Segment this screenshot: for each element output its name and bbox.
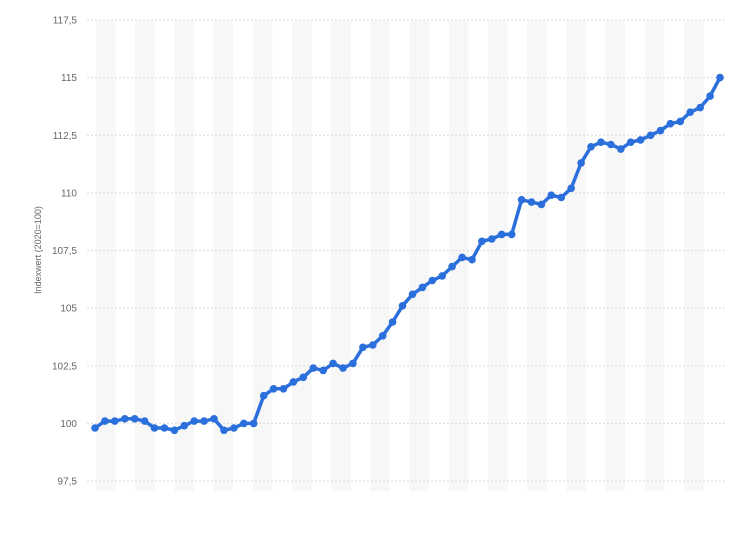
data-point[interactable] <box>398 302 407 310</box>
gridlines <box>87 19 727 482</box>
data-point[interactable] <box>388 318 397 326</box>
y-tick-label: 110 <box>61 188 77 199</box>
data-point[interactable] <box>299 373 308 382</box>
data-point[interactable] <box>249 419 258 428</box>
data-point[interactable] <box>686 108 694 116</box>
data-point[interactable] <box>259 391 268 400</box>
data-point[interactable] <box>418 283 427 292</box>
data-point[interactable] <box>448 262 456 271</box>
data-point[interactable] <box>121 415 129 423</box>
background-band <box>292 20 312 491</box>
data-point[interactable] <box>359 343 367 352</box>
y-tick-label: 107,5 <box>52 246 77 257</box>
data-point[interactable] <box>656 126 665 135</box>
series-line <box>93 75 722 433</box>
data-point[interactable] <box>497 230 506 239</box>
data-point[interactable] <box>170 426 179 435</box>
data-point[interactable] <box>269 385 278 393</box>
data-point[interactable] <box>527 198 536 206</box>
background-band <box>213 20 234 491</box>
data-point[interactable] <box>617 145 625 153</box>
background-band <box>252 20 273 491</box>
background-band <box>527 20 547 491</box>
data-point[interactable] <box>339 364 347 372</box>
data-point[interactable] <box>587 143 595 151</box>
background-band <box>96 20 116 491</box>
data-point[interactable] <box>636 136 645 144</box>
data-point[interactable] <box>696 103 704 112</box>
data-point[interactable] <box>666 119 675 128</box>
data-point[interactable] <box>240 419 248 428</box>
data-point[interactable] <box>279 385 288 393</box>
data-point[interactable] <box>101 417 109 425</box>
data-point[interactable] <box>289 378 298 386</box>
data-point[interactable] <box>319 366 328 375</box>
data-point[interactable] <box>190 417 198 425</box>
background-band <box>174 20 194 491</box>
data-point[interactable] <box>626 138 635 146</box>
background-band <box>135 20 155 491</box>
y-tick-label: 115 <box>61 73 77 84</box>
background-band <box>684 20 704 491</box>
background-band <box>331 20 351 491</box>
background-band <box>644 20 665 491</box>
data-point[interactable] <box>468 255 476 264</box>
data-point[interactable] <box>428 276 437 285</box>
data-point[interactable] <box>478 237 486 246</box>
data-point[interactable] <box>210 415 218 423</box>
background-band <box>566 20 586 491</box>
data-point[interactable] <box>557 193 566 202</box>
data-point[interactable] <box>507 230 516 239</box>
data-point[interactable] <box>408 290 417 299</box>
data-point[interactable] <box>369 341 377 349</box>
background-band <box>448 20 469 491</box>
series-group <box>91 73 724 435</box>
data-point[interactable] <box>547 191 556 199</box>
data-point[interactable] <box>597 138 605 146</box>
data-point[interactable] <box>567 184 575 193</box>
y-axis-label: Indexwert (2020=100) <box>33 206 43 294</box>
data-point[interactable] <box>160 424 169 432</box>
y-tick-label: 102,5 <box>52 361 77 372</box>
data-point[interactable] <box>646 131 655 140</box>
y-axis-ticks: 97,5 100 102,5 105 107,5 110 112,5 115 117,5 <box>52 16 77 488</box>
y-tick-label: 105 <box>60 304 77 315</box>
data-point[interactable] <box>91 424 99 432</box>
data-point[interactable] <box>200 417 208 425</box>
data-point[interactable] <box>607 140 615 149</box>
data-point[interactable] <box>140 417 149 425</box>
data-point[interactable] <box>378 332 387 340</box>
background-bands <box>96 20 704 491</box>
data-point[interactable] <box>329 359 337 368</box>
data-point[interactable] <box>130 415 139 423</box>
data-point[interactable] <box>220 426 228 435</box>
background-band <box>370 20 390 491</box>
data-point[interactable] <box>537 200 546 209</box>
data-point[interactable] <box>706 92 714 100</box>
data-point[interactable] <box>438 272 447 280</box>
data-point[interactable] <box>488 235 496 243</box>
data-point[interactable] <box>309 364 318 372</box>
data-point[interactable] <box>716 73 724 82</box>
y-tick-label: 117,5 <box>53 16 78 27</box>
background-band <box>409 20 430 491</box>
y-tick-label: 97,5 <box>58 477 78 488</box>
data-point[interactable] <box>150 424 159 432</box>
y-tick-label: 112,5 <box>53 131 78 142</box>
y-tick-label: 100 <box>60 419 77 430</box>
background-band <box>605 20 626 491</box>
data-point[interactable] <box>230 424 238 432</box>
data-point[interactable] <box>517 196 526 204</box>
data-point[interactable] <box>577 159 585 167</box>
data-point[interactable] <box>458 253 466 262</box>
data-point[interactable] <box>180 421 189 430</box>
background-band <box>488 20 508 491</box>
data-point[interactable] <box>349 359 357 368</box>
data-point[interactable] <box>111 417 119 425</box>
data-point[interactable] <box>676 117 685 126</box>
